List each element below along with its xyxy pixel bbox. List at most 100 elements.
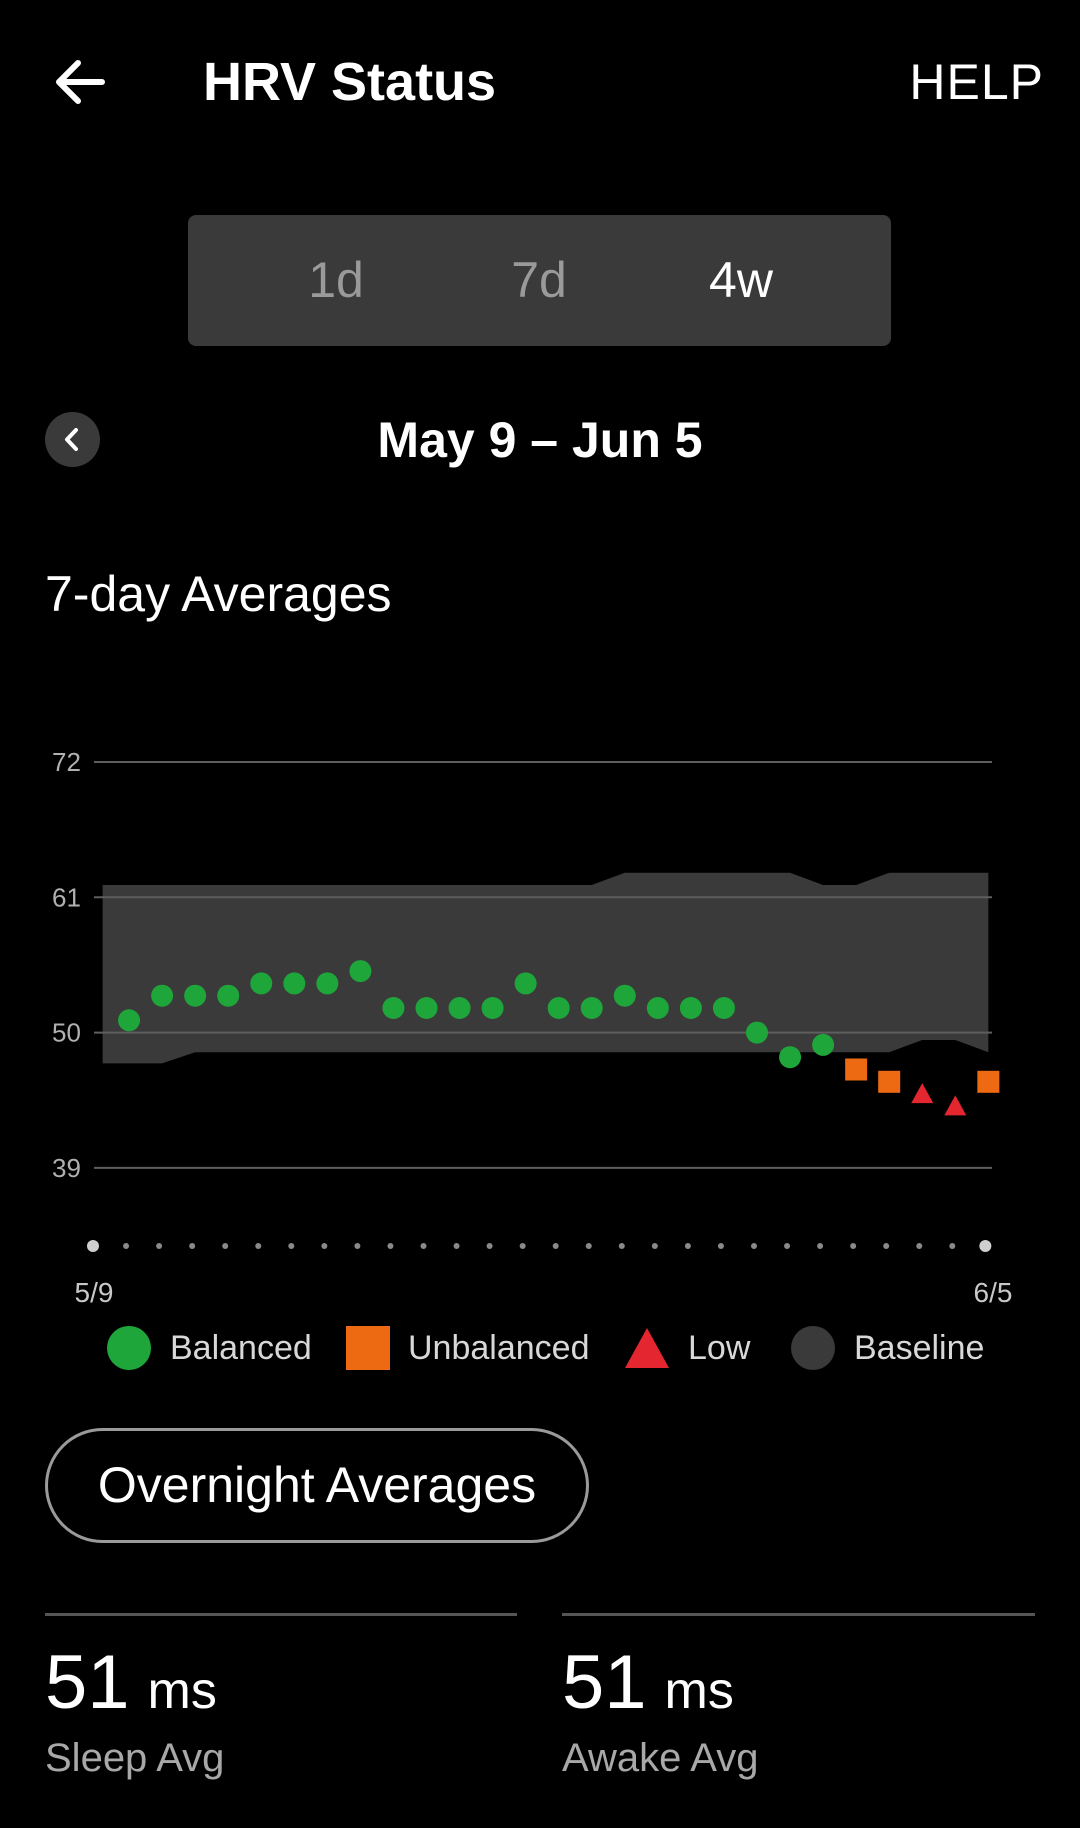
x-axis-dot	[949, 1243, 956, 1249]
y-tick-label: 61	[52, 882, 81, 912]
low-marker-icon	[625, 1328, 669, 1368]
balanced-point	[382, 997, 405, 1019]
unbalanced-point	[845, 1058, 868, 1081]
x-start-label: 5/9	[75, 1277, 114, 1308]
x-axis-dot	[916, 1243, 923, 1249]
balanced-point	[217, 984, 240, 1007]
balanced-point	[547, 997, 570, 1019]
help-button[interactable]: HELP	[909, 54, 1044, 110]
balanced-marker-icon	[107, 1326, 151, 1370]
balanced-point	[415, 997, 438, 1019]
x-axis-dot	[717, 1243, 724, 1249]
x-axis-dot	[255, 1243, 262, 1249]
x-axis-dot	[784, 1243, 791, 1249]
balanced-point	[514, 972, 537, 995]
legend-low: Low	[624, 1318, 750, 1378]
sleep-avg-value-line: 51 ms	[45, 1633, 217, 1741]
section-title: 7-day Averages	[45, 566, 392, 622]
sleep-avg-unit: ms	[147, 1662, 217, 1720]
awake-avg-unit: ms	[664, 1662, 734, 1720]
hrv-chart: 72 61 50 39 5/9 6/5	[52, 747, 1013, 1308]
sleep-avg-stat: 51 ms Sleep Avg	[45, 1613, 517, 1813]
awake-avg-label: Awake Avg	[562, 1736, 759, 1780]
x-axis-dot	[979, 1240, 992, 1252]
x-axis-dot	[618, 1243, 625, 1249]
balanced-point	[316, 972, 339, 995]
sleep-avg-label: Sleep Avg	[45, 1736, 225, 1780]
arrow-left-icon	[56, 60, 105, 104]
x-axis-dot	[585, 1243, 592, 1249]
x-axis-dot	[420, 1243, 427, 1249]
page-title: HRV Status	[203, 52, 497, 112]
baseline-band	[102, 872, 989, 1064]
x-axis-dot	[387, 1243, 394, 1249]
x-axis-dot	[354, 1243, 361, 1249]
balanced-point	[779, 1046, 802, 1069]
x-axis-dot	[486, 1243, 493, 1249]
balanced-point	[679, 997, 702, 1019]
legend-unbalanced-label: Unbalanced	[408, 1328, 590, 1367]
legend-unbalanced: Unbalanced	[346, 1318, 589, 1378]
chevron-left-icon	[65, 428, 78, 451]
awake-avg-value: 51	[562, 1640, 647, 1725]
x-axis-dot	[156, 1243, 163, 1249]
x-axis-dot	[519, 1243, 526, 1249]
balanced-point	[746, 1021, 768, 1044]
x-axis-dot	[189, 1243, 196, 1249]
x-axis-dot	[123, 1243, 130, 1249]
balanced-point	[184, 984, 207, 1007]
balanced-point	[151, 984, 174, 1007]
balanced-point	[613, 984, 636, 1007]
y-tick-label: 72	[52, 747, 81, 777]
x-axis-dot	[453, 1243, 460, 1249]
balanced-point	[580, 997, 603, 1019]
unbalanced-marker-icon	[346, 1326, 390, 1370]
balanced-point	[448, 997, 471, 1019]
divider	[562, 1613, 1035, 1616]
x-axis-dot	[321, 1243, 328, 1249]
x-axis-dot	[850, 1243, 857, 1249]
x-axis-dot	[288, 1243, 295, 1249]
legend-balanced: Balanced	[106, 1318, 312, 1378]
baseline-marker-icon	[791, 1326, 835, 1370]
x-axis-dot	[817, 1243, 824, 1249]
x-axis-dot	[222, 1243, 229, 1249]
balanced-point	[712, 997, 735, 1019]
x-axis-dot	[87, 1240, 99, 1252]
overnight-averages-button[interactable]: Overnight Averages	[45, 1428, 589, 1543]
balanced-point	[349, 960, 372, 983]
sleep-avg-value: 51	[45, 1640, 130, 1725]
balanced-point	[646, 997, 669, 1019]
period-7d[interactable]: 7d	[511, 252, 567, 308]
back-button[interactable]	[50, 52, 110, 112]
period-1d[interactable]: 1d	[308, 252, 364, 308]
unbalanced-point	[977, 1070, 1000, 1093]
legend-baseline-label: Baseline	[854, 1328, 985, 1367]
x-axis-dot	[552, 1243, 559, 1249]
balanced-point	[250, 972, 273, 995]
low-point	[911, 1083, 934, 1104]
y-tick-label: 39	[52, 1153, 81, 1183]
chart-legend: Balanced Unbalanced Low Baseline	[0, 1318, 1080, 1378]
balanced-point	[118, 1009, 141, 1032]
x-axis-dot	[651, 1243, 658, 1249]
x-axis-dot	[883, 1243, 890, 1249]
x-end-label: 6/5	[974, 1277, 1013, 1308]
date-range: May 9 – Jun 5	[377, 412, 703, 468]
awake-avg-stat: 51 ms Awake Avg	[562, 1613, 1035, 1813]
balanced-point	[812, 1033, 835, 1056]
legend-baseline: Baseline	[790, 1318, 984, 1378]
legend-balanced-label: Balanced	[170, 1328, 312, 1367]
legend-low-label: Low	[688, 1328, 751, 1367]
divider	[45, 1613, 517, 1616]
balanced-point	[283, 972, 306, 995]
awake-avg-value-line: 51 ms	[562, 1633, 734, 1741]
x-axis-dot	[684, 1243, 691, 1249]
unbalanced-point	[878, 1070, 901, 1093]
balanced-point	[481, 997, 504, 1019]
previous-range-button[interactable]	[45, 412, 100, 467]
period-4w[interactable]: 4w	[709, 252, 773, 308]
y-tick-label: 50	[52, 1018, 81, 1048]
x-axis-dot	[751, 1243, 757, 1249]
period-selector: 1d 7d 4w	[188, 215, 891, 346]
